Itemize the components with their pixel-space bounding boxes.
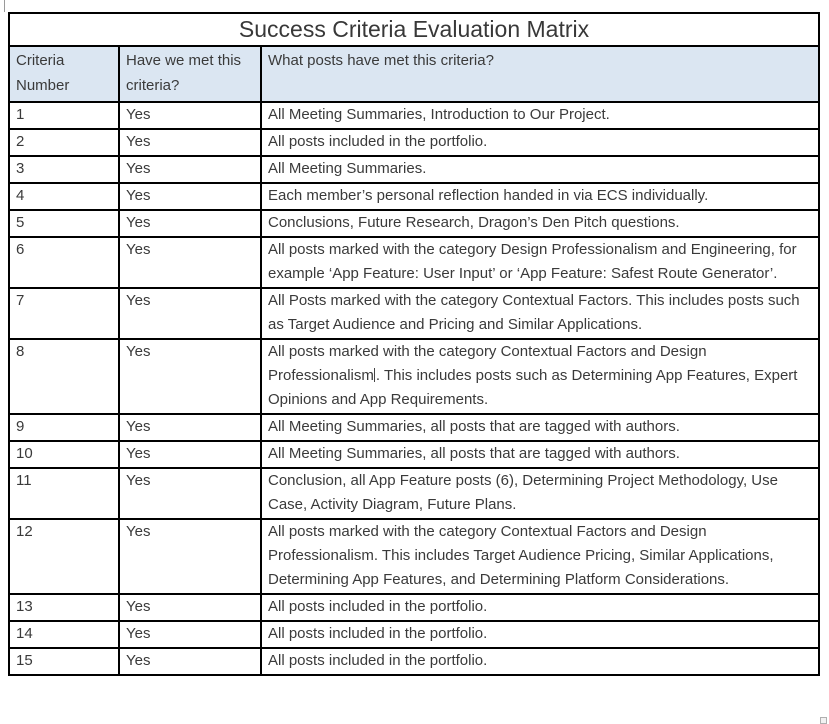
table-row: 7 Yes All Posts marked with the category… xyxy=(8,287,821,340)
criteria-number-cell: 9 xyxy=(8,413,120,442)
posts-cell: Conclusion, all App Feature posts (6), D… xyxy=(259,467,821,520)
header-have-we-met: Have we met this criteria? xyxy=(118,45,262,103)
met-cell: Yes xyxy=(118,236,262,289)
table-row: 13 Yes All posts included in the portfol… xyxy=(8,593,821,622)
criteria-number-cell: 2 xyxy=(8,128,120,157)
table-row: 14 Yes All posts included in the portfol… xyxy=(8,620,821,649)
text-cursor xyxy=(373,368,375,382)
met-cell: Yes xyxy=(118,101,262,130)
met-cell: Yes xyxy=(118,182,262,211)
met-cell: Yes xyxy=(118,620,262,649)
criteria-number-cell: 1 xyxy=(8,101,120,130)
posts-cell: All posts marked with the category Conte… xyxy=(259,338,821,415)
posts-cell: All posts included in the portfolio. xyxy=(259,620,821,649)
posts-cell: All posts marked with the category Desig… xyxy=(259,236,821,289)
posts-cell: All posts included in the portfolio. xyxy=(259,647,821,676)
table-row: 6 Yes All posts marked with the category… xyxy=(8,236,821,289)
met-cell: Yes xyxy=(118,128,262,157)
criteria-number-cell: 5 xyxy=(8,209,120,238)
met-cell: Yes xyxy=(118,155,262,184)
table-row: 8 Yes All posts marked with the category… xyxy=(8,338,821,415)
table-row: 4 Yes Each member’s personal reflection … xyxy=(8,182,821,211)
met-cell: Yes xyxy=(118,287,262,340)
posts-cell: All posts marked with the category Conte… xyxy=(259,518,821,595)
criteria-number-cell: 8 xyxy=(8,338,120,415)
criteria-number-cell: 15 xyxy=(8,647,120,676)
page-title: Success Criteria Evaluation Matrix xyxy=(7,12,821,47)
table-row: 12 Yes All posts marked with the categor… xyxy=(8,518,821,595)
met-cell: Yes xyxy=(118,338,262,415)
met-cell: Yes xyxy=(118,440,262,469)
table-resize-handle[interactable] xyxy=(820,717,827,724)
table-row: 10 Yes All Meeting Summaries, all posts … xyxy=(8,440,821,469)
success-criteria-table: Success Criteria Evaluation Matrix Crite… xyxy=(7,12,821,676)
posts-cell: All Meeting Summaries, all posts that ar… xyxy=(259,440,821,469)
criteria-number-cell: 14 xyxy=(8,620,120,649)
page-edge-artifact xyxy=(4,0,5,12)
table-body: 1 Yes All Meeting Summaries, Introductio… xyxy=(8,101,821,676)
met-cell: Yes xyxy=(118,209,262,238)
criteria-number-cell: 11 xyxy=(8,467,120,520)
posts-cell: All Posts marked with the category Conte… xyxy=(259,287,821,340)
criteria-number-cell: 13 xyxy=(8,593,120,622)
table-row: 3 Yes All Meeting Summaries. xyxy=(8,155,821,184)
criteria-number-cell: 12 xyxy=(8,518,120,595)
criteria-number-cell: 10 xyxy=(8,440,120,469)
table-title-row: Success Criteria Evaluation Matrix xyxy=(7,12,821,47)
posts-cell: All Meeting Summaries, Introduction to O… xyxy=(259,101,821,130)
met-cell: Yes xyxy=(118,518,262,595)
met-cell: Yes xyxy=(118,647,262,676)
header-what-posts: What posts have met this criteria? xyxy=(259,45,821,103)
table-row: 5 Yes Conclusions, Future Research, Drag… xyxy=(8,209,821,238)
criteria-number-cell: 7 xyxy=(8,287,120,340)
met-cell: Yes xyxy=(118,593,262,622)
table-row: 15 Yes All posts included in the portfol… xyxy=(8,647,821,676)
table-row: 1 Yes All Meeting Summaries, Introductio… xyxy=(8,101,821,130)
met-cell: Yes xyxy=(118,413,262,442)
posts-cell: All Meeting Summaries, all posts that ar… xyxy=(259,413,821,442)
posts-cell: Each member’s personal reflection handed… xyxy=(259,182,821,211)
posts-cell: All posts included in the portfolio. xyxy=(259,593,821,622)
table-row: 9 Yes All Meeting Summaries, all posts t… xyxy=(8,413,821,442)
header-criteria-number: Criteria Number xyxy=(8,45,120,103)
criteria-number-cell: 3 xyxy=(8,155,120,184)
posts-cell: All Meeting Summaries. xyxy=(259,155,821,184)
table-row: 2 Yes All posts included in the portfoli… xyxy=(8,128,821,157)
posts-cell: Conclusions, Future Research, Dragon’s D… xyxy=(259,209,821,238)
criteria-number-cell: 4 xyxy=(8,182,120,211)
table-header-row: Criteria Number Have we met this criteri… xyxy=(8,45,821,103)
posts-cell: All posts included in the portfolio. xyxy=(259,128,821,157)
met-cell: Yes xyxy=(118,467,262,520)
table-row: 11 Yes Conclusion, all App Feature posts… xyxy=(8,467,821,520)
criteria-number-cell: 6 xyxy=(8,236,120,289)
